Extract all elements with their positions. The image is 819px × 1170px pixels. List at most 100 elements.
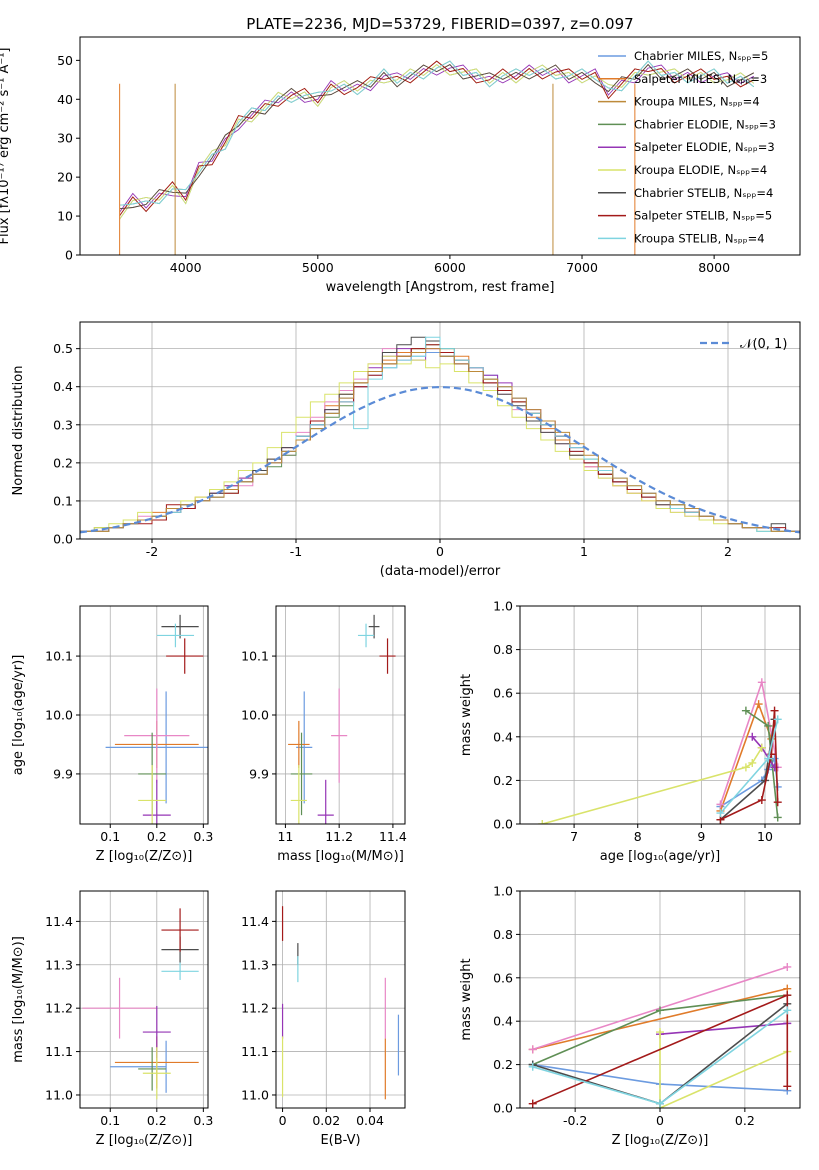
y-tick-label: 0.8	[493, 927, 513, 942]
x-axis-label: age [log₁₀(age/yr)]	[600, 849, 721, 864]
normal-curve	[80, 385, 800, 534]
y-tick-label: 11.1	[241, 1044, 269, 1059]
errorbar-point	[317, 779, 334, 824]
y-tick-label: 11.3	[241, 957, 269, 972]
legend-label: Salpeter STELIB, Nₛₚₚ=5	[634, 209, 772, 223]
axes-frame	[79, 36, 801, 256]
y-axis-label: age [log₁₀(age/yr)]	[11, 655, 26, 776]
y-tick-label: 1.0	[493, 599, 513, 614]
plus-marker	[757, 678, 766, 687]
y-tick-label: 11.1	[45, 1044, 73, 1059]
x-tick-label: 0.3	[193, 829, 213, 844]
plus-marker	[528, 1045, 537, 1054]
legend-label: Kroupa STELIB, Nₛₚₚ=4	[634, 231, 765, 245]
panel-mass_vs_Z: 0.1 0.2 0.3 11.0 11.1 11.2 11.3 11.4 Z [log₁₀(Z/…	[11, 890, 213, 1148]
y-tick-label: 0.8	[493, 642, 513, 657]
x-tick-label: 0	[656, 1113, 664, 1128]
x-tick-label: 1	[580, 544, 588, 559]
weight-line	[542, 747, 763, 824]
errorbar-point	[161, 962, 199, 980]
plot-area	[538, 678, 782, 824]
figure-title: PLATE=2236, MJD=53729, FIBERID=0397, z=0…	[246, 15, 633, 33]
y-tick-label: 10.1	[45, 649, 73, 664]
y-tick-label: 0.2	[493, 773, 513, 788]
x-tick-label: 0	[436, 544, 444, 559]
plus-marker	[748, 732, 757, 741]
legend-label: Chabrier ELODIE, Nₛₚₚ=3	[634, 117, 776, 131]
plus-marker	[757, 743, 766, 752]
plus-marker	[741, 763, 750, 772]
errorbar-point	[82, 977, 157, 1039]
errorbar-point	[156, 623, 195, 648]
x-tick-label: 8	[634, 829, 642, 844]
x-tick-label: 7000	[566, 260, 598, 275]
x-axis-label: E(B-V)	[320, 1133, 360, 1148]
y-axis-label: Normed distribution	[11, 366, 26, 496]
axes-frame	[275, 890, 406, 1109]
y-tick-label: 11.2	[241, 1001, 269, 1016]
y-tick-label: 50	[57, 53, 73, 68]
legend-label: Kroupa MILES, Nₛₚₚ=4	[634, 95, 760, 109]
plus-marker	[783, 1006, 792, 1015]
y-tick-label: 0.4	[53, 379, 73, 394]
y-tick-label: 0	[65, 248, 73, 263]
x-tick-label: 11	[277, 829, 293, 844]
plus-marker	[783, 1082, 792, 1091]
x-tick-label: 8000	[698, 260, 730, 275]
spectrum-line	[119, 60, 755, 216]
panel-weight_vs_Z: -0.2 0 0.2 0.0 0.2 0.4 0.6 0.8 1.0 Z [log₁₀(Z/Z⊙)…	[459, 884, 801, 1148]
errorbar-point	[161, 908, 199, 952]
errorbar-point	[161, 614, 199, 639]
x-tick-label: -0.2	[563, 1113, 587, 1128]
errorbar-point	[368, 614, 380, 639]
y-axis-label: mass weight	[459, 958, 474, 1040]
y-tick-label: 0.3	[53, 417, 73, 432]
plus-marker	[656, 1006, 664, 1015]
plus-marker	[538, 820, 547, 824]
panel-spectrum: 4000 5000 6000 7000 8000 0 10 20 30 40 50 wavelengt…	[0, 36, 801, 295]
y-tick-label: 9.9	[249, 766, 269, 781]
legend-label: Salpeter MILES, Nₛₚₚ=3	[634, 72, 767, 86]
spectrum-line	[119, 60, 755, 206]
errorbar-point	[138, 1047, 167, 1091]
y-tick-label: 0.4	[493, 729, 513, 744]
legend-label: Kroupa ELODIE, Nₛₚₚ=4	[634, 163, 767, 177]
x-axis-label: wavelength [Angstrom, rest frame]	[326, 280, 555, 295]
y-tick-label: 11.3	[45, 957, 73, 972]
y-tick-label: 0.5	[53, 341, 73, 356]
x-tick-label: 10	[757, 829, 773, 844]
plus-marker	[656, 1099, 664, 1108]
errorbar-point	[379, 638, 396, 674]
x-tick-label: 0.04	[356, 1113, 384, 1128]
plus-marker	[783, 962, 792, 971]
y-tick-label: 0.0	[53, 532, 73, 547]
errorbar-point	[142, 1047, 171, 1100]
plot-area	[105, 614, 208, 824]
y-tick-label: 1.0	[493, 884, 513, 899]
plus-marker	[783, 991, 792, 1000]
y-tick-label: 20	[57, 170, 73, 185]
y-tick-label: 0.1	[53, 493, 73, 508]
x-tick-label: 11.4	[379, 829, 407, 844]
y-tick-label: 0.2	[493, 1057, 513, 1072]
x-tick-label: 0.1	[100, 1113, 120, 1128]
plot-area	[281, 906, 400, 1100]
plus-marker	[773, 813, 782, 822]
plot-area	[528, 962, 792, 1108]
x-tick-label: 5000	[302, 260, 334, 275]
plot-area	[80, 336, 800, 534]
y-tick-label: 40	[57, 92, 73, 107]
legend-label: Chabrier STELIB, Nₛₚₚ=4	[634, 186, 773, 200]
legend-label: 𝒩(0, 1)	[740, 337, 787, 352]
errorbar-point	[331, 688, 348, 783]
x-tick-label: 9	[697, 829, 705, 844]
y-tick-label: 30	[57, 131, 73, 146]
x-axis-label: Z [log₁₀(Z/Z⊙)]	[612, 1133, 709, 1148]
y-tick-label: 0.6	[493, 970, 513, 985]
x-axis-label: mass [log₁₀(M/M⊙)]	[277, 849, 404, 864]
y-axis-label: Flux [fλ10⁻¹⁷ erg cm⁻² s⁻¹ A⁻¹]	[0, 48, 12, 245]
errorbar-point	[288, 720, 310, 769]
y-tick-label: 10.0	[241, 708, 269, 723]
x-axis-label: Z [log₁₀(Z/Z⊙)]	[96, 1133, 193, 1148]
y-tick-label: 10	[57, 209, 73, 224]
